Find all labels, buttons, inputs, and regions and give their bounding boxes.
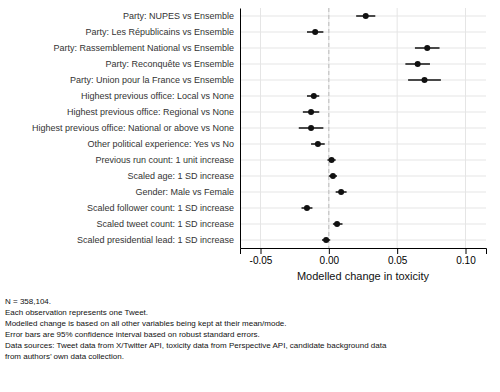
y-axis-line (240, 9, 241, 249)
x-tick: 0.05 (388, 248, 408, 266)
grid (240, 8, 486, 248)
y-tick-label: Highest previous office: National or abo… (32, 123, 234, 133)
grid-line-y (240, 64, 486, 65)
dot (312, 29, 318, 35)
caption-line: Each observation represents one Tweet. (5, 308, 148, 317)
caption-line: from authors’ own data collection. (5, 352, 124, 361)
y-tick-label: Scaled presidential lead: 1 SD increase (77, 235, 234, 245)
y-tick-label: Party: Union pour la France vs Ensemble (70, 75, 234, 85)
grid-line-y (240, 160, 486, 161)
x-tick-mark (466, 248, 467, 254)
dot (338, 189, 344, 195)
caption-line: Error bars are 95% confidence interval b… (5, 330, 260, 339)
x-tick-mark (329, 248, 330, 254)
y-tick-label: Highest previous office: Local vs None (81, 91, 234, 101)
y-tick-label: Party: NUPES vs Ensemble (123, 11, 234, 21)
grid-line-y (240, 192, 486, 193)
y-tick: Party: Les Républicains vs Ensemble (85, 27, 240, 37)
dot (323, 237, 329, 243)
grid-line-y (240, 48, 486, 49)
y-tick: Highest previous office: National or abo… (32, 123, 240, 133)
y-tick-label: Scaled tweet count: 1 SD increase (96, 219, 234, 229)
y-tick: Party: NUPES vs Ensemble (123, 11, 240, 21)
y-tick: Other political experience: Yes vs No (87, 139, 240, 149)
x-tick-mark (397, 248, 398, 254)
caption-line: Data sources: Tweet data from X/Twitter … (5, 341, 387, 350)
grid-line-y (240, 128, 486, 129)
chart: -0.05 0.00 0.05 0.10 Party: NUPES vs Ensembl… (0, 0, 500, 392)
dot (424, 45, 430, 51)
dot (415, 61, 421, 67)
y-tick: Party: Rassemblement National vs Ensembl… (53, 43, 240, 53)
x-axis: -0.05 0.00 0.05 0.10 (241, 248, 487, 266)
y-tick-label: Other political experience: Yes vs No (87, 139, 234, 149)
y-tick: Previous run count: 1 unit increase (95, 155, 240, 165)
dot (315, 141, 321, 147)
caption: N = 358,104. Each observation represents … (5, 297, 387, 361)
dot (304, 205, 310, 211)
y-tick: Scaled presidential lead: 1 SD increase (77, 235, 240, 245)
dot (308, 125, 314, 131)
y-tick: Highest previous office: Local vs None (81, 91, 240, 101)
caption-line: Modelled change is based on all other va… (5, 319, 287, 328)
dot (334, 221, 340, 227)
dot (329, 157, 335, 163)
x-tick-mark (261, 248, 262, 254)
y-tick-label: Party: Reconquête vs Ensemble (105, 59, 234, 69)
x-tick: 0.00 (320, 248, 340, 266)
y-tick: Scaled tweet count: 1 SD increase (96, 219, 240, 229)
grid-line-y (240, 144, 486, 145)
y-tick-label: Highest previous office: Regional vs Non… (67, 107, 234, 117)
caption-line: N = 358,104. (5, 297, 51, 306)
marks (299, 8, 441, 248)
x-axis-title: Modelled change in toxicity (297, 270, 430, 282)
y-tick: Party: Union pour la France vs Ensemble (70, 75, 240, 85)
x-tick-label: 0.00 (320, 255, 340, 266)
x-tick: 0.10 (456, 248, 476, 266)
dot (363, 13, 369, 19)
x-tick-label: 0.05 (388, 255, 408, 266)
y-tick-label: Gender: Male vs Female (135, 187, 234, 197)
y-axis: Party: NUPES vs Ensemble Party: Les Répub… (32, 9, 240, 249)
reference-line (328, 8, 329, 248)
grid-line-y (240, 208, 486, 209)
y-tick-label: Previous run count: 1 unit increase (95, 155, 234, 165)
grid-line-y (240, 96, 486, 97)
y-tick: Gender: Male vs Female (135, 187, 240, 197)
y-tick: Party: Reconquête vs Ensemble (105, 59, 240, 69)
grid-line-y (240, 112, 486, 113)
dot (308, 109, 314, 115)
dot (311, 93, 317, 99)
y-tick-label: Scaled follower count: 1 SD increase (87, 203, 234, 213)
y-tick: Scaled age: 1 SD increase (127, 171, 240, 181)
grid-line-y (240, 32, 486, 33)
grid-line-y (240, 80, 486, 81)
y-tick: Scaled follower count: 1 SD increase (87, 203, 240, 213)
y-tick-label: Party: Rassemblement National vs Ensembl… (53, 43, 234, 53)
y-tick-label: Scaled age: 1 SD increase (127, 171, 234, 181)
x-tick: -0.05 (250, 248, 273, 266)
y-tick: Highest previous office: Regional vs Non… (67, 107, 240, 117)
grid-line-y (240, 240, 486, 241)
dot (422, 77, 428, 83)
y-tick-label: Party: Les Républicains vs Ensemble (85, 27, 234, 37)
x-axis-line (241, 249, 487, 255)
x-tick-label: 0.10 (456, 255, 476, 266)
x-tick-label: -0.05 (250, 255, 273, 266)
grid-line-y (240, 176, 486, 177)
grid-line-y (240, 224, 486, 225)
dot (330, 173, 336, 179)
grid-line-x (328, 8, 329, 248)
